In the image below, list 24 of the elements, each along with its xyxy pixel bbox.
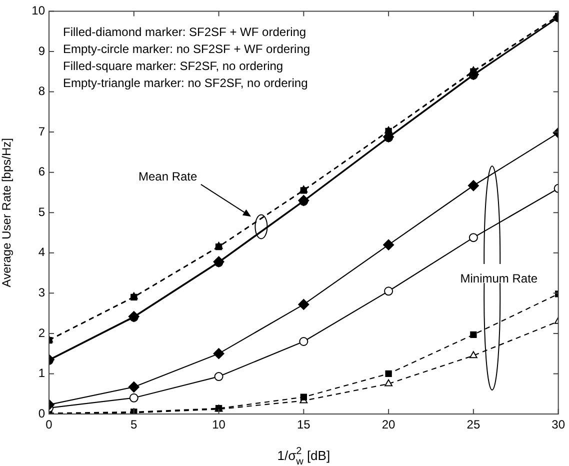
annotation: Minimum Rate (460, 271, 538, 286)
y-tick-label: 3 (38, 285, 46, 300)
y-tick-label: 7 (38, 124, 46, 138)
y-tick-label: 10 (32, 4, 46, 18)
y-axis-title: Average User Rate [bps/Hz] (0, 138, 14, 288)
y-tick-label: 2 (38, 326, 46, 340)
y-tick-label: 8 (38, 84, 46, 98)
x-tick-label: 10 (212, 418, 226, 432)
x-tick-label: 30 (552, 418, 566, 432)
x-tick-label: 20 (382, 418, 396, 432)
y-tick-label: 0 (38, 406, 46, 420)
annotation: Filled-square marker: SF2SF, no ordering (63, 59, 284, 74)
y-tick-label: 5 (38, 204, 46, 219)
x-tick-label: 25 (466, 418, 480, 432)
annotation: Empty-triangle marker: no SF2SF, no ordering (63, 76, 308, 90)
annotation: Mean Rate (138, 169, 198, 184)
annotation: Filled-diamond marker: SF2SF + WF ordering (63, 25, 306, 40)
x-tick-label: 15 (296, 418, 311, 432)
x-tick-label: 5 (130, 418, 138, 432)
y-tick-label: 6 (38, 164, 46, 179)
y-tick-label: 1 (38, 366, 46, 380)
y-tick-label: 9 (38, 44, 46, 58)
y-tick-label: 4 (38, 245, 46, 260)
annotation: Empty-circle marker: no SF2SF + WF ordering (63, 42, 310, 56)
